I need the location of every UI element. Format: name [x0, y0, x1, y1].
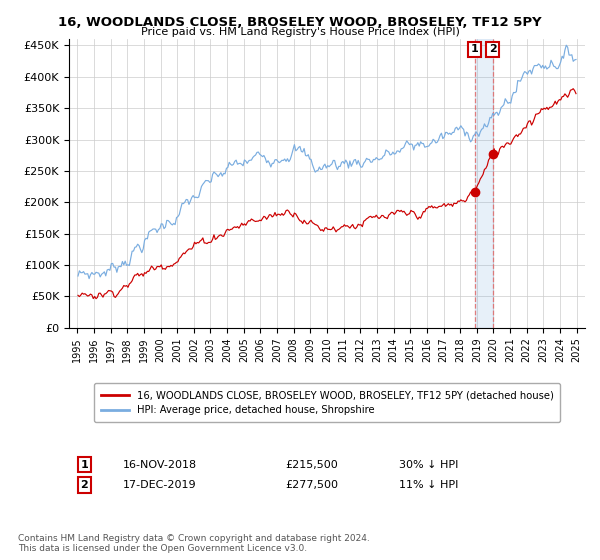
Text: 30% ↓ HPI: 30% ↓ HPI — [399, 460, 458, 470]
Text: 1: 1 — [471, 44, 479, 54]
Bar — [475, 39, 493, 328]
Text: £215,500: £215,500 — [286, 460, 338, 470]
Text: 2: 2 — [489, 44, 497, 54]
Text: 11% ↓ HPI: 11% ↓ HPI — [399, 480, 458, 490]
Text: 17-DEC-2019: 17-DEC-2019 — [123, 480, 197, 490]
Legend: 16, WOODLANDS CLOSE, BROSELEY WOOD, BROSELEY, TF12 5PY (detached house), HPI: Av: 16, WOODLANDS CLOSE, BROSELEY WOOD, BROS… — [94, 383, 560, 422]
Text: £277,500: £277,500 — [286, 480, 339, 490]
Text: Price paid vs. HM Land Registry's House Price Index (HPI): Price paid vs. HM Land Registry's House … — [140, 27, 460, 37]
Text: Contains HM Land Registry data © Crown copyright and database right 2024.
This d: Contains HM Land Registry data © Crown c… — [18, 534, 370, 553]
Text: 16-NOV-2018: 16-NOV-2018 — [123, 460, 197, 470]
Text: 1: 1 — [80, 460, 88, 470]
Text: 2: 2 — [80, 480, 88, 490]
Text: 16, WOODLANDS CLOSE, BROSELEY WOOD, BROSELEY, TF12 5PY: 16, WOODLANDS CLOSE, BROSELEY WOOD, BROS… — [58, 16, 542, 29]
